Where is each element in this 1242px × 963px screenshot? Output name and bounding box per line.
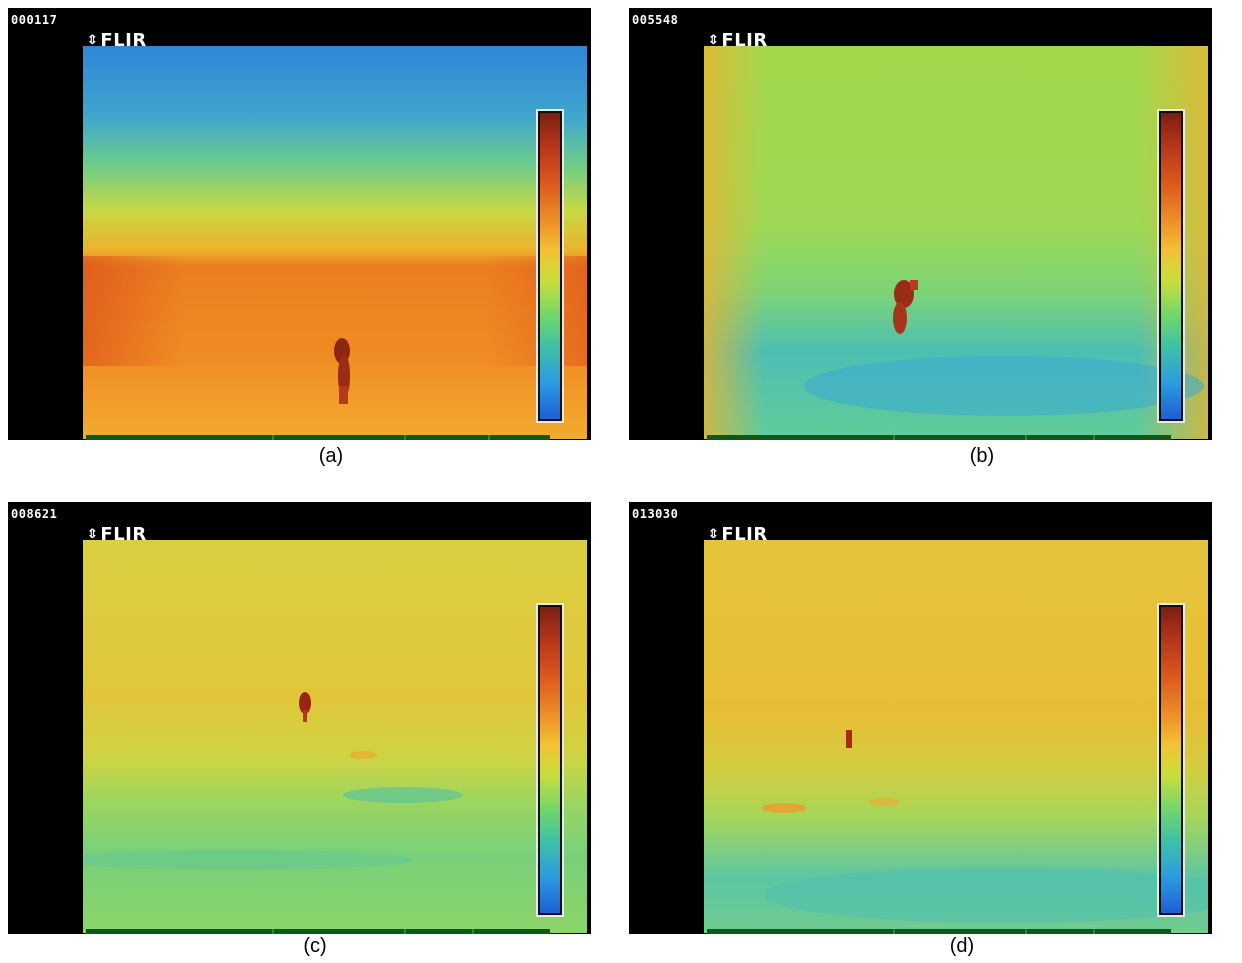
frame-counter: 013030 [632,507,679,521]
caption-c: (c) [303,935,327,957]
color-scale-bar [536,109,564,423]
thermal-frame-b: 005548 [629,8,1212,440]
caption-b: (b) [969,445,995,467]
status-strip [86,435,550,440]
bear-silhouette [334,338,350,404]
flir-logo: ⇕ FLIR [86,30,147,51]
flir-logo: ⇕ FLIR [86,524,147,545]
color-scale-bar [536,603,564,917]
thermal-image [704,46,1208,439]
thermal-frame-c: 008621 ⇕ FLIR [8,502,591,934]
flir-logo: ⇕ FLIR [707,30,768,51]
thermal-frame-d: 013030 ⇕ FLIR [629,502,1212,934]
flir-logo: ⇕ FLIR [707,524,768,545]
status-strip [707,929,1171,934]
status-strip [86,929,550,934]
thermal-image [704,540,1208,933]
frame-counter: 008621 [11,507,58,521]
caption-a: (a) [318,445,344,467]
color-scale-bar [1157,109,1185,423]
frame-counter: 005548 [632,13,679,27]
thermal-frame-a: 000117 [8,8,591,440]
thermal-image [83,46,587,439]
status-strip [707,435,1171,440]
caption-d: (d) [949,935,975,957]
bear-silhouette [846,730,852,748]
thermal-image [83,540,587,933]
bear-silhouette [893,280,918,334]
bear-silhouette [299,692,311,722]
color-scale-bar [1157,603,1185,917]
frame-counter: 000117 [11,13,58,27]
